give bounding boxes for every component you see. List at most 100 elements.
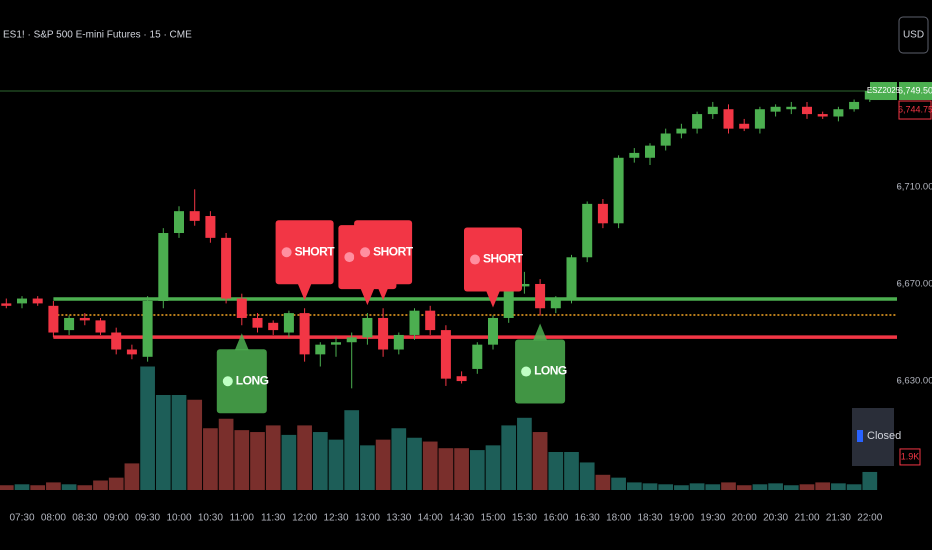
volume-bar: [407, 437, 422, 490]
symbol-badge: [870, 82, 897, 101]
signal-label: SHORT: [483, 252, 524, 266]
volume-bar: [0, 485, 14, 490]
signal-label: LONG: [236, 373, 269, 387]
currency-button[interactable]: [898, 16, 929, 54]
signal-pointer: [297, 283, 312, 301]
volume-bar: [218, 418, 234, 490]
currency-label[interactable]: USD: [903, 30, 924, 41]
x-tick-label: 10:30: [198, 513, 223, 524]
candle-layer: [1, 89, 875, 389]
volume-bar: [689, 483, 705, 490]
candle-body: [17, 298, 27, 304]
x-tick-label: 21:30: [826, 513, 851, 524]
candle-body: [393, 334, 404, 350]
x-tick-label: 16:00: [543, 513, 568, 524]
candle-body: [849, 101, 860, 110]
volume-layer: [0, 366, 878, 490]
candle-body: [472, 344, 483, 369]
x-tick-label: 11:30: [261, 513, 286, 524]
candle-body: [833, 109, 844, 117]
volume-bar: [438, 448, 454, 490]
y-tick-label: 6,670.00: [897, 278, 932, 289]
candle-body: [158, 233, 169, 301]
volume-bar: [171, 395, 187, 490]
signal-icon: [521, 366, 532, 377]
candle-body: [519, 283, 530, 287]
candle-body: [723, 109, 734, 129]
signal-layer: LONGSHORTSHORTSHORTSHORTLONG: [216, 220, 567, 414]
candle-body: [582, 203, 593, 258]
candle-body: [613, 157, 624, 224]
volume-badge: [899, 448, 921, 466]
volume-bar: [752, 484, 768, 490]
volume-bar: [846, 484, 862, 490]
price-label: 6,749.50: [898, 85, 932, 95]
volume-bar: [721, 482, 736, 490]
signal-icon: [470, 254, 480, 265]
volume-bar: [674, 485, 689, 490]
y-tick-label: 6,710.00: [897, 181, 932, 192]
x-tick-label: 08:00: [41, 513, 66, 524]
candle-body: [440, 330, 451, 379]
x-tick-label: 15:00: [480, 513, 505, 524]
candle-body: [315, 344, 326, 355]
volume-bar: [705, 484, 721, 490]
candle-body: [488, 317, 498, 345]
candle-body: [629, 152, 640, 158]
signal-label: SHORT: [373, 244, 414, 258]
volume-bar: [831, 483, 846, 490]
volume-bar: [626, 482, 642, 490]
candle-body: [645, 145, 655, 158]
signal-pointer: [360, 288, 375, 306]
candle-body: [550, 298, 561, 309]
x-tick-label: 09:30: [135, 513, 160, 524]
volume-bar: [454, 448, 469, 490]
level-layer: [53, 297, 897, 339]
volume-bar: [77, 485, 93, 490]
volume-bar: [768, 483, 783, 490]
volume-bar: [203, 428, 218, 490]
volume-bar: [736, 485, 752, 490]
signal-label: SHORT: [295, 244, 336, 258]
x-tick-label: 18:00: [606, 513, 631, 524]
candle-body: [676, 128, 687, 134]
signal-pointer: [486, 290, 500, 308]
volume-bar: [658, 484, 674, 490]
volume-bar: [517, 417, 532, 490]
symbol-label: ESZ2025: [867, 86, 901, 95]
signal-box: [216, 349, 267, 414]
signal-pointer: [533, 323, 548, 341]
x-tick-label: 13:30: [386, 513, 411, 524]
volume-bar: [815, 482, 831, 490]
axis-layer: 6,630.00 6,670.00 6,710.00 07:30 08:00 08:30 0…: [0, 82, 932, 524]
volume-bar: [564, 452, 579, 490]
candle-body: [205, 216, 216, 238]
volume-bar: [595, 474, 611, 490]
volume-bar: [579, 462, 595, 490]
candle-body: [754, 109, 765, 129]
volume-bar: [265, 425, 281, 490]
signal-box: [354, 220, 413, 285]
candle-body: [707, 106, 718, 115]
signal-box: [275, 220, 334, 285]
candle-body: [802, 106, 812, 115]
x-tick-label: 14:30: [449, 513, 474, 524]
volume-bar: [360, 445, 375, 490]
volume-bar: [485, 445, 501, 490]
volume-bar: [250, 432, 265, 490]
signal-icon: [222, 376, 233, 387]
volume-bar: [532, 432, 548, 490]
volume-bar: [30, 485, 46, 490]
x-tick-label: 20:30: [763, 513, 788, 524]
x-tick-label: 19:00: [669, 513, 694, 524]
candle-body: [95, 320, 106, 333]
candle-body: [331, 342, 341, 345]
price-badge: [898, 100, 932, 120]
candle-body: [32, 298, 43, 304]
x-tick-label: 11:00: [230, 513, 255, 524]
candle-body: [268, 322, 279, 331]
candle-body: [660, 133, 671, 146]
candle-body: [786, 106, 797, 110]
volume-bar: [124, 463, 140, 490]
